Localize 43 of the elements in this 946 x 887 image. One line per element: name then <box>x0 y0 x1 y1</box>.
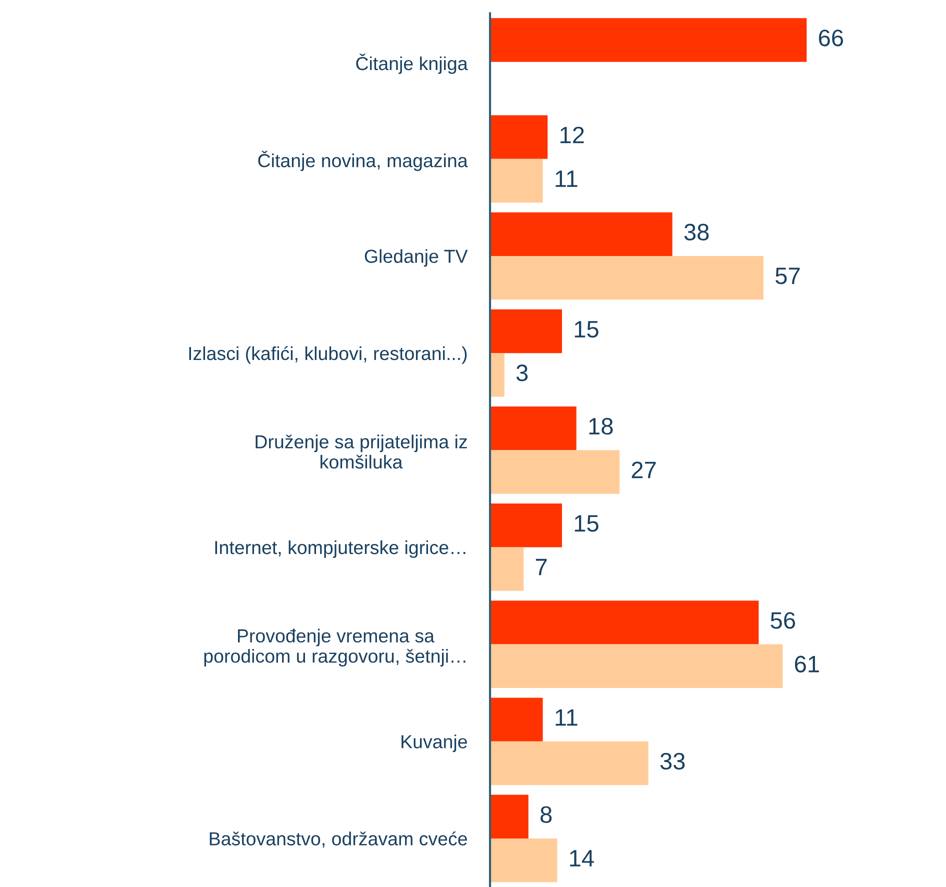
y-tick-label: Gledanje TV <box>364 249 468 267</box>
y-tick-label: Baštovanstvo, održavam cveće <box>210 831 467 848</box>
bar <box>490 741 648 786</box>
bar <box>490 309 562 354</box>
bar <box>490 794 528 838</box>
data-label: 66 <box>818 30 844 46</box>
y-tick-label: Kuvanje <box>402 734 467 752</box>
data-label: 33 <box>660 752 685 770</box>
bar <box>490 353 504 397</box>
y-tick-label: Druženje sa prijateljima iz komšiluka <box>256 434 467 469</box>
data-label: 61 <box>794 656 819 672</box>
data-label: 11 <box>556 170 578 187</box>
bar <box>490 838 558 882</box>
bar <box>490 158 543 203</box>
y-tick-label: Čitanje knjiga <box>356 54 468 74</box>
bar <box>490 698 543 742</box>
data-label: 7 <box>536 558 547 576</box>
bar <box>490 450 620 494</box>
bar <box>490 115 548 159</box>
bar <box>490 547 524 591</box>
data-label: 15 <box>574 321 598 338</box>
bar <box>490 504 562 548</box>
bar <box>490 18 807 62</box>
bar <box>490 256 764 300</box>
data-label: 56 <box>770 612 796 629</box>
y-tick-label: Internet, kompjuterske igrice… <box>215 540 466 558</box>
y-tick-label: Čitanje novina, magazina <box>258 150 468 172</box>
data-label: 12 <box>560 126 584 144</box>
bar <box>490 406 576 450</box>
bar <box>490 212 672 256</box>
data-label: 8 <box>540 806 552 823</box>
data-label: 57 <box>776 268 800 284</box>
data-label: 18 <box>589 418 613 435</box>
data-label: 38 <box>684 224 709 240</box>
data-label: 15 <box>574 515 598 532</box>
y-tick-label: Izlasci (kafići, klubovi, restorani...) <box>189 346 467 364</box>
y-tick-label: Provođenje vremena sa porodicom u razgovoru, šetnji… <box>204 628 466 666</box>
bar <box>490 600 759 644</box>
bar <box>490 644 783 688</box>
data-label: 3 <box>516 364 528 382</box>
data-label: 27 <box>632 462 656 478</box>
data-label: 14 <box>570 850 594 866</box>
data-label: 11 <box>556 709 578 726</box>
